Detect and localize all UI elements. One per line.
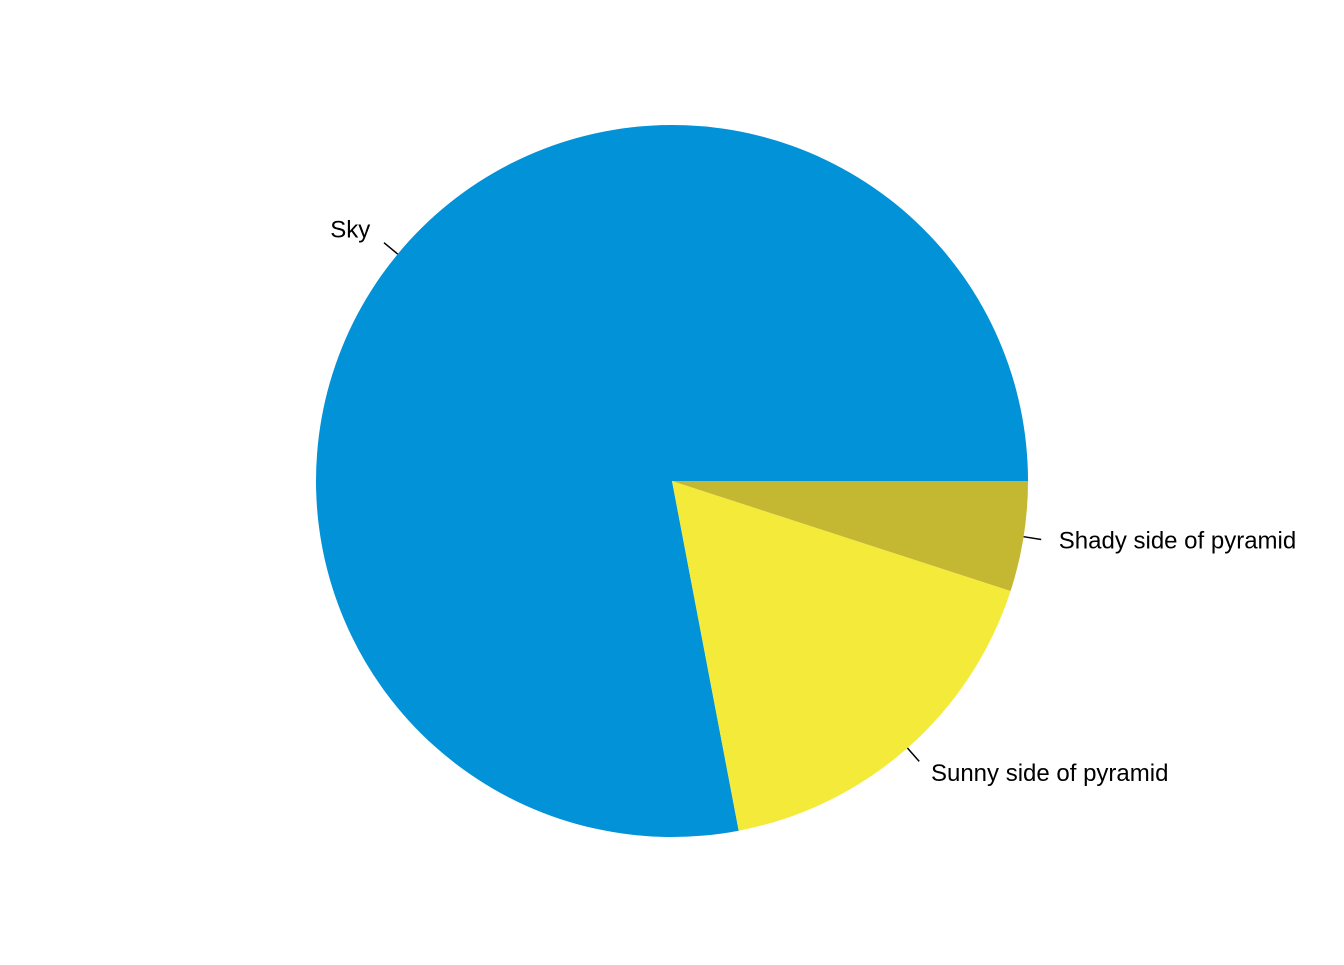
pie-slice-shady-side-of-pyramid [672, 481, 1028, 592]
pie-slice-sky [315, 124, 1028, 837]
pie-labels: Sky Sunny side of pyramid Shady side of py… [330, 217, 1296, 787]
pie-label-sky: Sky [330, 217, 370, 244]
pie-label-shady-side-of-pyramid: Shady side of pyramid [1059, 528, 1296, 555]
pie-label-ticks [383, 242, 1042, 762]
pie-slices [315, 124, 1028, 837]
pie-label-tick-shady-side-of-pyramid [1023, 535, 1042, 541]
pie-slice-sunny-side-of-pyramid [672, 481, 1011, 831]
pie-label-tick-sky [383, 242, 399, 255]
pie-label-tick-sunny-side-of-pyramid [906, 747, 920, 762]
pie-label-sunny-side-of-pyramid: Sunny side of pyramid [931, 760, 1168, 787]
